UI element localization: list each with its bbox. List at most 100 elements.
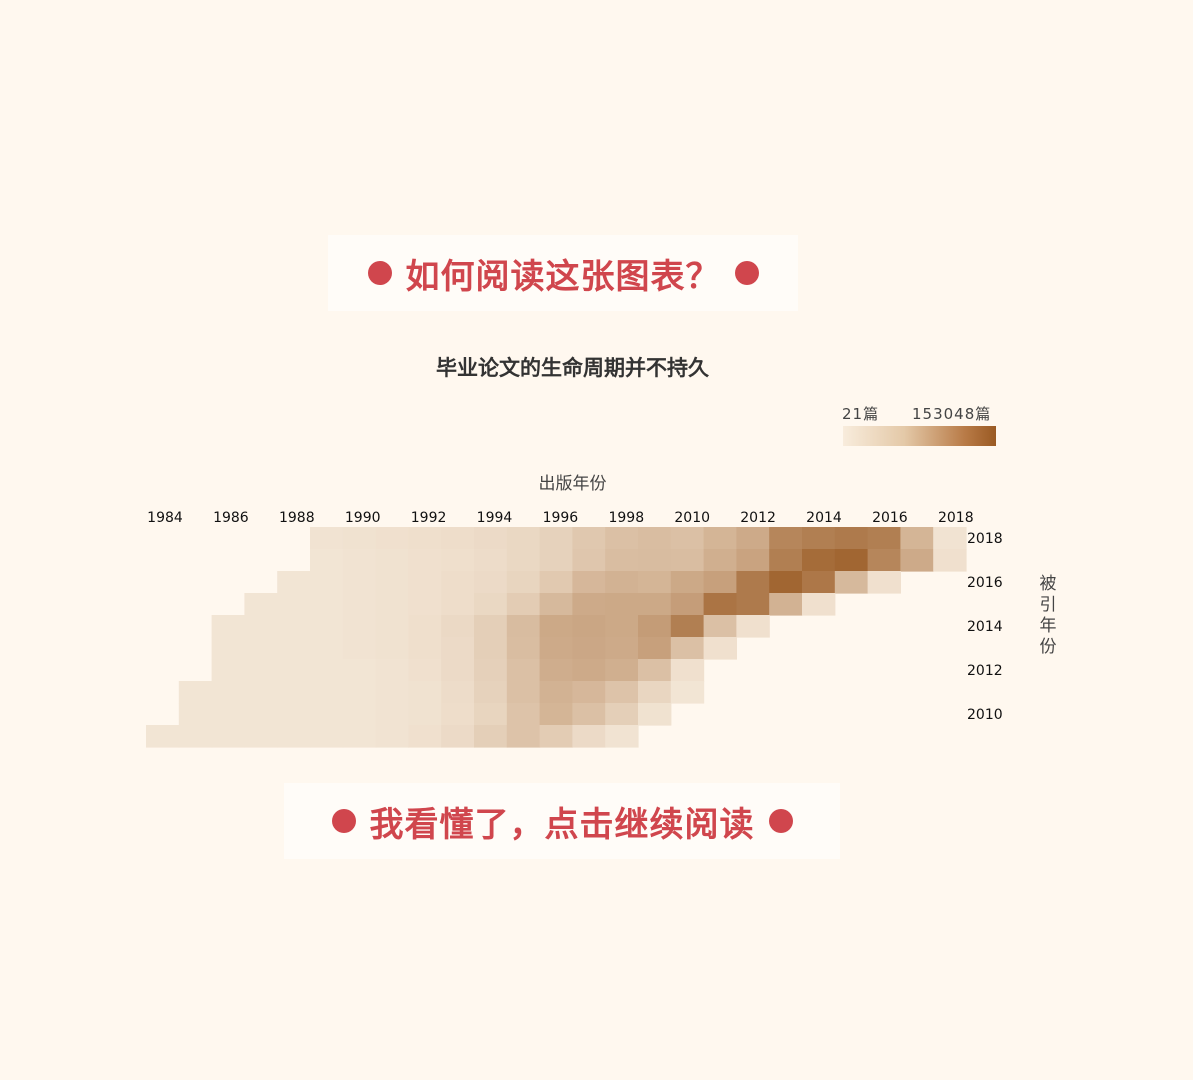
heatmap-cell <box>638 681 672 704</box>
heatmap-cell <box>211 681 245 704</box>
heatmap-cell <box>310 571 344 594</box>
heatmap-cell <box>834 549 869 572</box>
x-tick-label: 1992 <box>411 510 447 526</box>
continue-reading-label: 我看懂了，点击继续阅读 <box>369 804 755 845</box>
legend-max-label: 153048篇 <box>912 405 992 423</box>
heatmap-cell <box>605 681 639 704</box>
continue-reading-button[interactable]: 我看懂了，点击继续阅读 <box>284 783 840 859</box>
legend-gradient-bar <box>843 426 996 446</box>
heatmap-cell <box>211 615 245 638</box>
heatmap-cell <box>211 637 245 660</box>
heatmap-cell <box>736 549 770 572</box>
heatmap-cell <box>342 637 377 660</box>
heatmap-cell <box>408 593 442 616</box>
heatmap-cell <box>277 615 311 638</box>
heatmap-cell <box>506 725 541 748</box>
heatmap-cell <box>375 659 409 682</box>
heatmap-cell <box>441 659 475 682</box>
heatmap-cell <box>670 549 705 572</box>
heatmap-cell <box>277 637 311 660</box>
heatmap-cell <box>703 615 737 638</box>
heatmap-chart: 1984 1986 1988 1990 1992 1994 1996 1998 2010 2012… <box>146 510 1003 748</box>
heatmap-cell <box>506 571 541 594</box>
heatmap-cell <box>506 703 541 726</box>
chart-title: 毕业论文的生命周期并不持久 <box>436 356 709 380</box>
heatmap-cell <box>539 527 573 550</box>
heatmap-cell <box>703 637 737 660</box>
x-axis-title: 出版年份 <box>538 474 607 494</box>
heatmap-cell <box>408 549 442 572</box>
heatmap-cell <box>638 527 672 550</box>
heatmap-cell <box>506 615 541 638</box>
heatmap-cell <box>900 527 934 550</box>
heatmap-cell <box>310 637 344 660</box>
heatmap-cell <box>802 527 836 550</box>
heatmap-cell <box>277 659 311 682</box>
heatmap-cell <box>670 681 705 704</box>
x-tick-label: 2018 <box>938 510 974 526</box>
heatmap-cell <box>408 725 442 748</box>
x-tick-label: 2016 <box>872 510 908 526</box>
heatmap-cell <box>769 593 803 616</box>
heatmap-cell <box>375 703 409 726</box>
heatmap-cell <box>605 571 639 594</box>
heatmap-cell <box>474 681 508 704</box>
how-to-read-button[interactable]: 如何阅读这张图表？ <box>328 235 798 311</box>
heatmap-cell <box>310 593 344 616</box>
heatmap-cell <box>474 527 508 550</box>
heatmap-cell <box>178 681 213 704</box>
heatmap-cell <box>572 593 606 616</box>
heatmap-cell <box>572 703 606 726</box>
heatmap-cell <box>605 637 639 660</box>
y-tick-label: 2012 <box>967 663 1003 679</box>
heatmap-cell <box>244 659 278 682</box>
heatmap-cell <box>375 571 409 594</box>
y-axis-title: 被引年份 <box>1039 574 1057 657</box>
heatmap-cell <box>310 725 344 748</box>
heatmap-cell <box>506 681 541 704</box>
heatmap-cell <box>736 593 770 616</box>
heatmap-cell <box>834 571 869 594</box>
heatmap-cell <box>342 681 377 704</box>
heatmap-cell <box>769 571 803 594</box>
heatmap-cell <box>342 725 377 748</box>
heatmap-cell <box>539 725 573 748</box>
heatmap-cell <box>638 703 672 726</box>
heatmap-cell <box>474 615 508 638</box>
heatmap-cell <box>408 681 442 704</box>
heatmap-cell <box>408 527 442 550</box>
heatmap-cell <box>572 659 606 682</box>
heatmap-cell <box>342 703 377 726</box>
x-tick-label: 1994 <box>477 510 513 526</box>
heatmap-cell <box>867 571 901 594</box>
heatmap-cell <box>638 593 672 616</box>
red-dot-icon <box>768 809 793 833</box>
heatmap-cell <box>342 615 377 638</box>
heatmap-cell <box>802 571 836 594</box>
heatmap-cell <box>310 659 344 682</box>
y-tick-label: 2010 <box>967 707 1003 723</box>
x-tick-label: 1990 <box>345 510 381 526</box>
heatmap-cell <box>638 549 672 572</box>
heatmap-cell <box>474 703 508 726</box>
heatmap-cell <box>933 527 967 550</box>
heatmap-cell <box>638 659 672 682</box>
heatmap-cell <box>769 549 803 572</box>
heatmap-cell <box>244 725 278 748</box>
heatmap-cell <box>375 681 409 704</box>
heatmap-cell <box>605 593 639 616</box>
heatmap-cell <box>474 593 508 616</box>
heatmap-cell <box>539 681 573 704</box>
heatmap-cell <box>670 593 705 616</box>
heatmap-cell <box>178 725 213 748</box>
heatmap-cell <box>605 725 639 748</box>
x-tick-label: 1986 <box>213 510 249 526</box>
heatmap-cell <box>342 549 377 572</box>
heatmap-cell <box>506 527 541 550</box>
heatmap-cell <box>375 593 409 616</box>
x-tick-label: 2012 <box>740 510 776 526</box>
heatmap-cell <box>539 659 573 682</box>
heatmap-cell <box>506 549 541 572</box>
heatmap-cell <box>408 615 442 638</box>
heatmap-cell <box>441 637 475 660</box>
